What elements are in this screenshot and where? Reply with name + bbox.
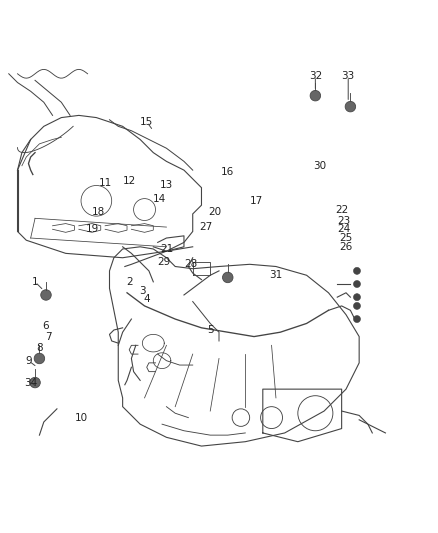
Text: 22: 22 (335, 205, 348, 215)
Circle shape (41, 290, 51, 300)
Text: 31: 31 (269, 270, 283, 280)
Text: 8: 8 (36, 343, 43, 352)
Text: 7: 7 (45, 332, 52, 342)
Circle shape (345, 101, 356, 112)
Text: 4: 4 (143, 294, 150, 304)
Text: 32: 32 (309, 71, 322, 81)
Text: 26: 26 (339, 242, 353, 252)
Text: 16: 16 (221, 167, 234, 177)
Text: 3: 3 (139, 286, 146, 296)
Text: 28: 28 (184, 260, 197, 269)
Circle shape (223, 272, 233, 282)
Text: 9: 9 (25, 356, 32, 366)
Text: 13: 13 (160, 181, 173, 190)
Text: 14: 14 (153, 193, 166, 204)
Text: 6: 6 (42, 321, 49, 330)
Text: 27: 27 (199, 222, 212, 232)
Circle shape (353, 316, 360, 322)
Text: 23: 23 (337, 215, 350, 225)
Text: 12: 12 (123, 176, 136, 186)
Text: 30: 30 (313, 161, 326, 171)
Text: 2: 2 (126, 277, 133, 287)
Text: 11: 11 (99, 178, 112, 188)
Text: 15: 15 (140, 117, 153, 127)
Text: 25: 25 (339, 233, 353, 243)
Text: 21: 21 (160, 244, 173, 254)
Circle shape (30, 377, 40, 388)
Text: 18: 18 (92, 207, 105, 217)
Text: 34: 34 (24, 377, 37, 387)
Text: 20: 20 (208, 207, 221, 217)
Text: 29: 29 (158, 257, 171, 267)
Circle shape (353, 280, 360, 287)
Text: 10: 10 (74, 413, 88, 423)
Circle shape (34, 353, 45, 364)
Text: 5: 5 (207, 325, 214, 335)
Text: 24: 24 (337, 224, 350, 235)
Text: 17: 17 (250, 196, 263, 206)
Circle shape (353, 294, 360, 301)
Text: 1: 1 (32, 277, 39, 287)
Circle shape (310, 91, 321, 101)
Text: 33: 33 (342, 71, 355, 81)
Circle shape (353, 268, 360, 274)
Circle shape (353, 302, 360, 310)
Text: 19: 19 (85, 224, 99, 235)
